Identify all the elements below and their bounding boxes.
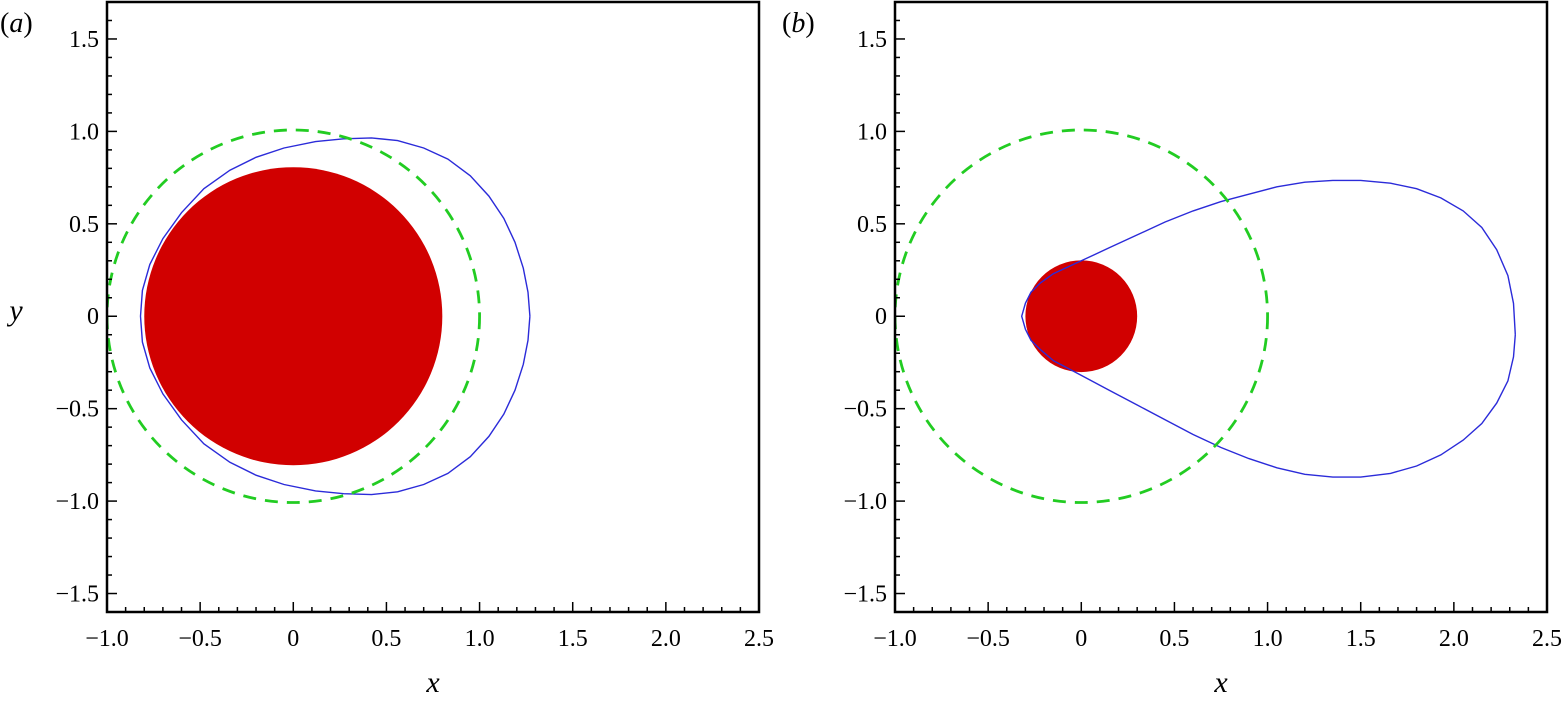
plot-area-b [895, 128, 1516, 504]
reference-circle-a [107, 128, 481, 504]
disk-a [144, 167, 443, 466]
panel-letter-b: b [791, 8, 805, 39]
y-tick-label-b: −0.5 [843, 397, 887, 423]
y-tick-label-a: 1.0 [69, 119, 99, 145]
ticks-b [894, 1, 1548, 613]
ticks-a [106, 1, 760, 613]
panel-label-a: (a) [0, 8, 33, 39]
y-tick-label-a: −1.5 [55, 582, 99, 608]
tick-labels-b: −1.0 −0.5 0 0.5 1.0 1.5 2.0 2.5 −1.5 −1.0 −0.5 0 0.5… [843, 27, 1562, 652]
y-tick-label-b: 0 [875, 304, 887, 330]
panel-letter-a: a [9, 8, 23, 39]
y-tick-label-a: 0 [87, 304, 99, 330]
x-tick-label-a: 1.5 [558, 626, 588, 652]
frame-a [105, 0, 761, 614]
x-tick-label-a: 2.5 [744, 626, 774, 652]
panel-b: −1.0 −0.5 0 0.5 1.0 1.5 2.0 2.5 −1.5 −1.0 −0.5 0 0.5… [782, 0, 1562, 699]
y-tick-label-b: −1.5 [843, 582, 887, 608]
x-tick-label-a: 0.5 [371, 626, 401, 652]
disk-b [1025, 260, 1138, 373]
x-tick-label-b: 1.5 [1346, 626, 1376, 652]
x-tick-label-b: 0.5 [1159, 626, 1189, 652]
x-tick-label-a: 1.0 [465, 626, 495, 652]
y-tick-label-a: 1.5 [69, 27, 99, 53]
x-tick-label-b: −1.0 [873, 626, 917, 652]
x-tick-label-a: −0.5 [178, 626, 222, 652]
y-tick-label-a: −0.5 [55, 397, 99, 423]
plot-area-a [107, 128, 531, 504]
x-axis-title-b: x [1213, 666, 1228, 699]
frame-b [893, 0, 1549, 614]
panel-label-b: (b) [782, 8, 815, 39]
y-axis-title-a: y [6, 294, 23, 327]
y-tick-label-b: 1.5 [857, 27, 887, 53]
x-tick-label-b: 1.0 [1253, 626, 1283, 652]
contour-line-b [1020, 179, 1516, 478]
y-tick-label-a: 0.5 [69, 212, 99, 238]
x-tick-label-b: 2.5 [1532, 626, 1562, 652]
y-tick-label-b: 1.0 [857, 119, 887, 145]
y-tick-label-b: −1.0 [843, 489, 887, 515]
x-tick-label-a: 0 [287, 626, 299, 652]
x-tick-label-b: 2.0 [1439, 626, 1469, 652]
panel-a: −1.0 −0.5 0 0.5 1.0 1.5 2.0 2.5 −1.5 −1.0 −0.5 0 0.5… [0, 0, 774, 699]
y-tick-label-b: 0.5 [857, 212, 887, 238]
x-tick-label-a: 2.0 [651, 626, 681, 652]
x-tick-label-a: −1.0 [85, 626, 129, 652]
x-tick-label-b: −0.5 [966, 626, 1010, 652]
x-axis-title-a: x [425, 666, 440, 699]
y-tick-label-a: −1.0 [55, 489, 99, 515]
contour-line-a [139, 137, 531, 496]
tick-labels-a: −1.0 −0.5 0 0.5 1.0 1.5 2.0 2.5 −1.5 −1.0 −0.5 0 0.5… [55, 27, 774, 652]
x-tick-label-b: 0 [1075, 626, 1087, 652]
